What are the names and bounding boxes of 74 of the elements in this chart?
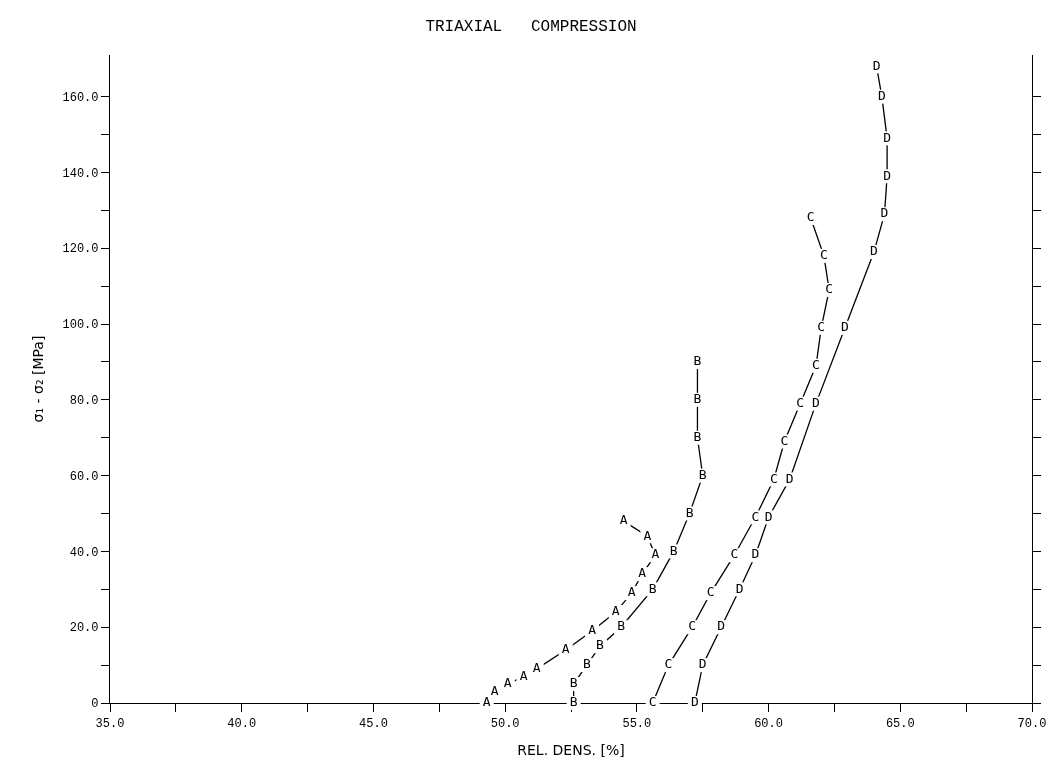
x-tick-label: 65.0 bbox=[885, 716, 915, 731]
x-tick-label: 45.0 bbox=[359, 716, 388, 731]
text: C bbox=[730, 546, 739, 562]
y-tick-label: 40.0 bbox=[69, 545, 99, 560]
y-tick-label: 120.0 bbox=[62, 242, 99, 257]
text: B bbox=[617, 618, 625, 634]
text: D bbox=[764, 508, 773, 524]
x-tick-label: 70.0 bbox=[1017, 716, 1047, 731]
text: B bbox=[693, 353, 702, 369]
text: C bbox=[664, 656, 673, 672]
x-tick-label: 55.0 bbox=[622, 716, 652, 731]
text: C bbox=[648, 694, 657, 710]
text: D bbox=[690, 694, 699, 710]
text: D bbox=[751, 546, 760, 562]
x-tick-label: 50.0 bbox=[490, 716, 520, 731]
text: A bbox=[627, 584, 636, 600]
text: D bbox=[735, 580, 744, 596]
text: A bbox=[619, 512, 628, 528]
text: D bbox=[717, 618, 726, 634]
text: B bbox=[669, 542, 678, 558]
x-tick-label: 35.0 bbox=[95, 716, 125, 731]
text: A bbox=[561, 641, 570, 657]
text: C bbox=[751, 508, 760, 524]
text: B bbox=[693, 391, 702, 407]
text: D bbox=[872, 57, 881, 73]
text: C bbox=[817, 319, 826, 335]
text: C bbox=[812, 356, 820, 372]
series-label: D bbox=[883, 167, 892, 183]
text: A bbox=[519, 667, 528, 683]
text: B bbox=[569, 675, 578, 691]
y-axis-title: σ₁ - σ₂ [MPa] bbox=[30, 335, 47, 423]
text: C bbox=[796, 394, 805, 410]
text: D bbox=[698, 656, 707, 672]
series-label: A bbox=[651, 546, 660, 562]
text: C bbox=[706, 584, 715, 600]
text: B bbox=[693, 428, 702, 444]
y-tick-label: 0 bbox=[91, 697, 99, 712]
y-tick-label: 100.0 bbox=[62, 318, 99, 333]
series-label: C bbox=[688, 618, 697, 634]
text: C bbox=[806, 209, 815, 225]
text: D bbox=[870, 243, 878, 259]
text: B bbox=[582, 656, 591, 672]
text: B bbox=[596, 637, 604, 653]
y-tick-label: 80.0 bbox=[69, 394, 99, 409]
series-label: B bbox=[569, 694, 578, 710]
text: B bbox=[685, 504, 694, 520]
y-tick-label: 20.0 bbox=[69, 621, 99, 636]
text: A bbox=[643, 527, 652, 543]
x-axis-title: REL. DENS. [%] bbox=[517, 741, 625, 758]
text: D bbox=[785, 470, 794, 486]
text: D bbox=[841, 319, 849, 335]
y-tick-label: 60.0 bbox=[69, 469, 99, 484]
text: A bbox=[588, 622, 596, 638]
text: C bbox=[819, 247, 828, 263]
text: A bbox=[490, 682, 499, 698]
text: A bbox=[482, 694, 491, 710]
chart-title: TRIAXIAL COMPRESSION bbox=[425, 17, 637, 36]
text: D bbox=[877, 87, 886, 103]
text: A bbox=[503, 675, 512, 691]
text: A bbox=[638, 565, 647, 581]
text: D bbox=[880, 205, 889, 221]
y-tick-label: 140.0 bbox=[62, 166, 99, 181]
text: D bbox=[883, 129, 892, 145]
text: C bbox=[825, 281, 834, 297]
text: C bbox=[780, 432, 789, 448]
text: D bbox=[812, 394, 820, 410]
text: C bbox=[769, 470, 778, 486]
text: B bbox=[698, 466, 707, 482]
x-tick-label: 60.0 bbox=[754, 716, 783, 731]
text: A bbox=[611, 603, 620, 619]
text: A bbox=[532, 660, 541, 676]
x-tick-label: 40.0 bbox=[227, 716, 257, 731]
text: B bbox=[648, 580, 657, 596]
y-tick-label: 160.0 bbox=[62, 90, 99, 105]
